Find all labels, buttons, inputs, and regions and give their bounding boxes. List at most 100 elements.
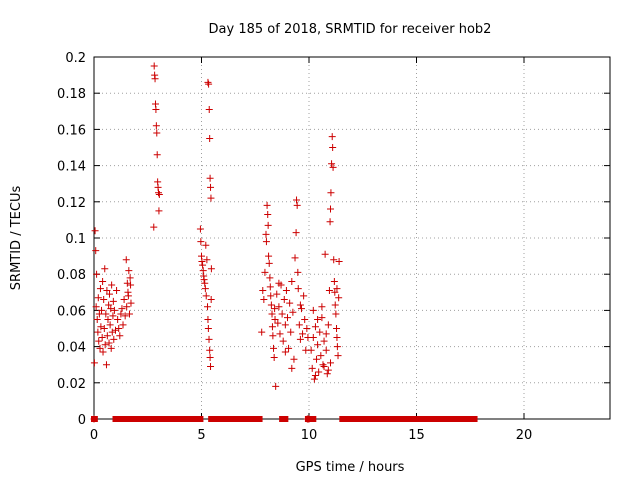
data-point xyxy=(127,299,135,307)
data-point xyxy=(105,290,113,298)
data-point xyxy=(281,348,289,356)
data-point xyxy=(120,296,128,304)
axis-ticks: 0 0.02 0.04 0.06 0.08 0.1 0.12 0.14 0.16 0.18 0.2 0… xyxy=(57,51,610,443)
data-point xyxy=(198,258,206,266)
data-point xyxy=(270,353,278,361)
data-point xyxy=(105,339,113,347)
data-point xyxy=(107,305,115,313)
data-point xyxy=(311,372,319,380)
data-point xyxy=(335,294,343,302)
y-tick-label: 0.16 xyxy=(57,123,86,138)
data-point xyxy=(276,330,284,338)
data-point xyxy=(207,265,215,273)
data-point xyxy=(305,415,313,423)
data-point xyxy=(205,105,213,113)
data-point xyxy=(332,310,340,318)
data-point xyxy=(293,201,301,209)
data-point xyxy=(201,285,209,293)
data-point xyxy=(125,310,133,318)
data-point xyxy=(327,359,334,367)
data-point xyxy=(333,325,341,332)
data-point xyxy=(269,332,277,340)
y-tick-label: 0.2 xyxy=(65,51,86,66)
data-point xyxy=(318,303,326,311)
data-point xyxy=(324,321,332,329)
data-point xyxy=(265,259,273,267)
data-point xyxy=(297,305,305,313)
data-point xyxy=(309,306,317,314)
data-point xyxy=(264,210,272,218)
data-point xyxy=(314,315,322,323)
data-point xyxy=(202,241,210,249)
data-point xyxy=(152,122,160,130)
zero-value-bar xyxy=(339,416,383,422)
data-point xyxy=(107,344,115,352)
data-point xyxy=(206,134,214,142)
data-point xyxy=(282,286,290,294)
data-point xyxy=(90,415,98,423)
data-point xyxy=(335,258,343,266)
data-point xyxy=(102,310,110,318)
data-point xyxy=(106,321,114,329)
data-point xyxy=(204,325,212,332)
data-point xyxy=(103,286,111,294)
data-point xyxy=(125,267,133,275)
data-point xyxy=(155,207,163,215)
data-point xyxy=(202,292,210,300)
data-point xyxy=(155,191,163,199)
data-point xyxy=(323,370,331,378)
data-point xyxy=(271,305,279,313)
data-point xyxy=(199,261,207,269)
data-point xyxy=(279,337,287,345)
data-point xyxy=(333,334,341,342)
data-point xyxy=(268,310,276,318)
data-point xyxy=(126,274,134,282)
data-point xyxy=(150,223,158,231)
data-point xyxy=(100,296,108,304)
grid-lines xyxy=(94,57,610,419)
data-point xyxy=(287,328,295,336)
data-point xyxy=(110,306,118,314)
data-point xyxy=(204,303,212,311)
data-point xyxy=(203,256,211,264)
data-point xyxy=(301,315,309,323)
data-point xyxy=(206,353,214,361)
data-point xyxy=(310,375,318,383)
data-point xyxy=(294,285,302,293)
data-point xyxy=(331,288,339,296)
x-axis-label: GPS time / hours xyxy=(296,460,405,475)
data-point xyxy=(112,326,119,334)
data-point xyxy=(92,247,100,255)
data-point xyxy=(288,364,296,372)
zero-value-markers xyxy=(91,416,478,422)
data-point xyxy=(322,346,330,354)
data-point xyxy=(278,310,286,318)
data-point xyxy=(123,279,131,287)
data-point xyxy=(104,315,112,323)
data-point xyxy=(331,301,339,309)
data-point xyxy=(266,283,274,291)
data-point xyxy=(290,355,298,363)
data-point xyxy=(260,296,268,304)
y-tick-label: 0 xyxy=(78,413,86,428)
data-point xyxy=(118,305,126,313)
data-point xyxy=(197,238,205,246)
data-points xyxy=(90,62,343,423)
data-point xyxy=(99,277,107,285)
zero-value-bar xyxy=(112,416,125,422)
x-tick-label: 0 xyxy=(90,428,98,443)
data-point xyxy=(96,285,104,293)
data-point xyxy=(101,265,109,273)
data-point xyxy=(264,221,272,229)
data-point xyxy=(207,194,215,202)
data-point xyxy=(263,201,271,209)
data-point xyxy=(94,294,102,302)
data-point xyxy=(295,321,303,329)
data-point xyxy=(281,321,289,329)
data-point xyxy=(326,218,334,226)
data-point xyxy=(114,315,122,323)
y-tick-label: 0.18 xyxy=(57,87,86,102)
data-point xyxy=(99,348,107,356)
data-point xyxy=(271,315,279,323)
